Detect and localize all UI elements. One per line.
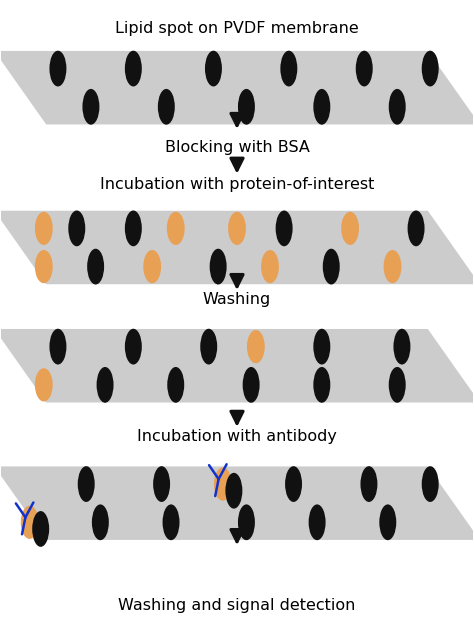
Ellipse shape [167, 212, 185, 245]
Ellipse shape [32, 511, 49, 547]
Ellipse shape [92, 505, 109, 540]
Ellipse shape [389, 367, 406, 403]
Ellipse shape [163, 505, 180, 540]
Ellipse shape [214, 467, 232, 501]
Ellipse shape [309, 505, 326, 540]
Ellipse shape [422, 466, 438, 502]
Ellipse shape [97, 367, 114, 403]
Ellipse shape [200, 329, 217, 365]
Text: Lipid spot on PVDF membrane: Lipid spot on PVDF membrane [115, 21, 359, 36]
Ellipse shape [78, 466, 95, 502]
Text: Washing and signal detection: Washing and signal detection [118, 598, 356, 613]
Ellipse shape [238, 505, 255, 540]
Ellipse shape [87, 248, 104, 284]
Polygon shape [0, 329, 474, 403]
Ellipse shape [379, 505, 396, 540]
Text: Blocking with BSA: Blocking with BSA [164, 139, 310, 155]
Ellipse shape [341, 212, 359, 245]
Ellipse shape [247, 330, 265, 363]
Text: Washing: Washing [203, 292, 271, 308]
Ellipse shape [125, 211, 142, 247]
Ellipse shape [205, 51, 222, 87]
Ellipse shape [323, 248, 340, 284]
Ellipse shape [82, 89, 100, 125]
Ellipse shape [422, 51, 438, 87]
Polygon shape [0, 467, 474, 540]
Ellipse shape [276, 211, 292, 247]
Ellipse shape [158, 89, 175, 125]
Ellipse shape [356, 51, 373, 87]
Ellipse shape [243, 367, 260, 403]
Ellipse shape [21, 506, 38, 539]
Text: Incubation with protein-of-interest: Incubation with protein-of-interest [100, 177, 374, 193]
Ellipse shape [408, 211, 425, 247]
Ellipse shape [389, 89, 406, 125]
Ellipse shape [167, 367, 184, 403]
Text: Incubation with antibody: Incubation with antibody [137, 429, 337, 444]
Polygon shape [0, 211, 474, 284]
Ellipse shape [35, 250, 53, 283]
Ellipse shape [313, 89, 330, 125]
Ellipse shape [383, 250, 401, 283]
Ellipse shape [228, 212, 246, 245]
Ellipse shape [125, 329, 142, 365]
Ellipse shape [49, 51, 66, 87]
Ellipse shape [153, 466, 170, 502]
Ellipse shape [393, 329, 410, 365]
Ellipse shape [238, 89, 255, 125]
Ellipse shape [143, 250, 161, 283]
Ellipse shape [280, 51, 297, 87]
Ellipse shape [125, 51, 142, 87]
Ellipse shape [285, 466, 302, 502]
Ellipse shape [261, 250, 279, 283]
Ellipse shape [313, 329, 330, 365]
Ellipse shape [49, 329, 66, 365]
Ellipse shape [226, 473, 242, 508]
Polygon shape [0, 51, 474, 125]
Ellipse shape [35, 212, 53, 245]
Ellipse shape [360, 466, 377, 502]
Ellipse shape [68, 211, 85, 247]
Ellipse shape [210, 248, 227, 284]
Ellipse shape [35, 369, 53, 401]
Ellipse shape [313, 367, 330, 403]
